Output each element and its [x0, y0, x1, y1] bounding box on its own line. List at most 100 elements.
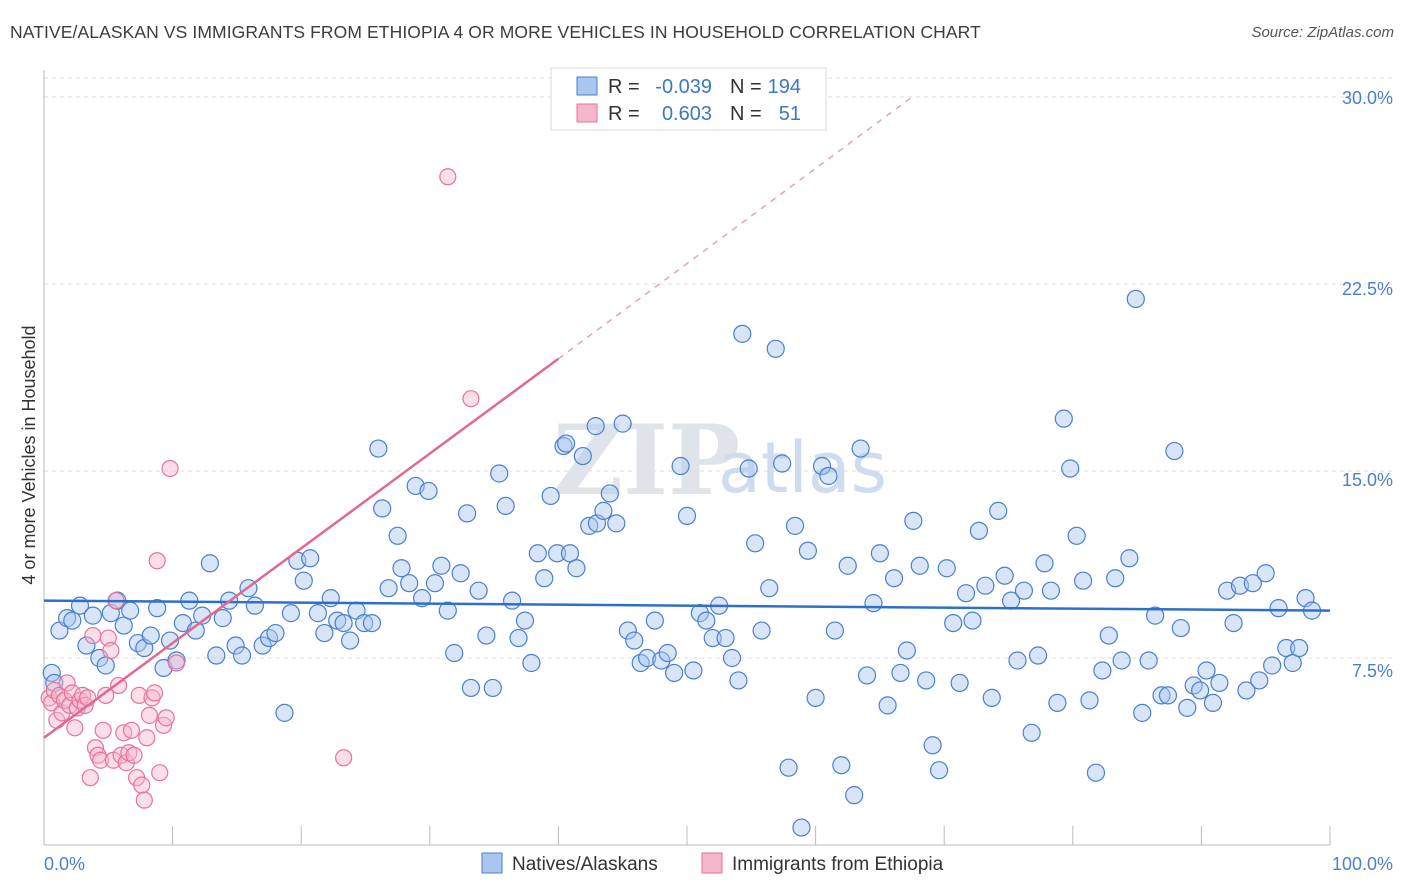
y-axis-tick-labels: 30.0% 22.5% 15.0% 7.5% [1342, 88, 1393, 681]
data-point-natives [766, 339, 785, 358]
data-point-natives [509, 628, 528, 648]
data-point-natives [535, 569, 554, 588]
data-point-natives [1283, 653, 1302, 673]
legend-n-value: 194 [768, 76, 801, 98]
legend-n-label: N = [730, 103, 762, 125]
data-point-natives [1290, 638, 1309, 658]
data-point-natives [904, 511, 923, 530]
data-point-natives [586, 417, 605, 436]
data-point-ethiopia [45, 681, 63, 700]
data-point-natives [522, 653, 541, 673]
data-point-natives [773, 454, 792, 473]
data-point-ethiopia [335, 749, 353, 767]
legend-r-label: R = [608, 76, 640, 98]
data-point-natives [400, 574, 419, 593]
data-point-natives [1112, 651, 1131, 670]
data-point-ethiopia [439, 168, 457, 186]
data-point-natives [334, 613, 353, 633]
data-point-natives [798, 541, 817, 560]
data-point-ethiopia [167, 654, 186, 672]
source-credit: Source: ZipAtlas.com [1251, 24, 1394, 41]
data-point-natives [937, 559, 956, 578]
series-legend-swatch-natives [481, 852, 503, 874]
data-point-natives [373, 499, 392, 518]
data-point-ethiopia [58, 674, 76, 692]
data-point-natives [812, 456, 832, 476]
data-point-natives [1263, 656, 1282, 675]
data-point-natives [884, 569, 904, 588]
data-point-natives [950, 673, 969, 693]
data-point-natives [746, 534, 765, 553]
data-point-ethiopia [145, 684, 164, 702]
data-point-natives [944, 613, 963, 633]
data-point-natives [963, 611, 982, 630]
data-point-natives [923, 736, 942, 755]
data-point-natives [554, 436, 573, 456]
legend-r-label: R = [608, 103, 640, 125]
data-point-natives [1250, 671, 1269, 690]
data-point-natives [594, 501, 613, 520]
legend-n-label: N = [730, 76, 762, 98]
data-point-natives [557, 434, 576, 453]
data-point-natives [1106, 569, 1125, 588]
data-point-natives [989, 501, 1008, 520]
data-point-natives [1277, 638, 1296, 658]
data-point-natives [929, 761, 949, 780]
data-point-natives [729, 671, 748, 690]
data-point-ethiopia [66, 719, 84, 737]
data-point-ethiopia [151, 764, 169, 782]
data-point-natives [857, 666, 877, 685]
data-point-natives [1080, 691, 1099, 710]
data-point-natives [832, 756, 851, 775]
data-point-natives [677, 506, 697, 525]
data-point-natives [567, 559, 586, 578]
data-point-ethiopia [161, 459, 179, 478]
data-point-natives [1035, 554, 1054, 573]
data-point-natives [864, 594, 883, 613]
data-point-natives [779, 758, 798, 777]
data-point-natives [703, 628, 722, 648]
data-point-natives [625, 631, 644, 650]
data-point-natives [1197, 661, 1216, 680]
data-point-ethiopia [148, 552, 166, 570]
data-point-natives [733, 324, 752, 343]
y-tick-label: 22.5% [1342, 279, 1393, 299]
data-point-natives [652, 651, 671, 670]
data-point-natives [600, 484, 619, 503]
series-legend-label-natives: Natives/Alaskans [512, 854, 658, 875]
data-point-natives [716, 628, 735, 648]
data-point-natives [496, 496, 515, 516]
data-point-ethiopia [79, 689, 97, 707]
data-point-natives [1099, 626, 1118, 645]
data-point-natives [851, 439, 870, 458]
data-point-ethiopia [140, 706, 159, 724]
data-point-natives [63, 611, 82, 630]
data-point-natives [607, 514, 626, 533]
data-point-ethiopia [133, 776, 151, 794]
data-point-natives [213, 609, 232, 628]
x-tick-label-max: 100.0% [1332, 854, 1393, 874]
data-point-natives [684, 661, 703, 680]
data-point-natives [1224, 613, 1243, 633]
data-point-natives [1126, 289, 1145, 309]
data-point-natives [275, 703, 294, 722]
data-point-natives [419, 481, 438, 501]
gridlines [44, 77, 1393, 659]
data-point-natives [388, 526, 407, 545]
data-point-ethiopia [84, 626, 102, 645]
y-tick-label: 30.0% [1342, 88, 1393, 108]
legend-r-value: -0.039 [655, 76, 712, 98]
data-point-natives [825, 621, 844, 640]
data-point-natives [1067, 526, 1086, 545]
data-point-natives [355, 613, 374, 633]
data-point-natives [1210, 673, 1229, 693]
series-natives-points [42, 289, 1322, 837]
data-point-natives [477, 626, 496, 645]
data-point-natives [613, 414, 632, 433]
data-point-natives [281, 604, 301, 623]
data-point-natives [392, 559, 411, 578]
data-point-natives [141, 626, 160, 645]
data-point-natives [1146, 606, 1165, 625]
y-tick-label: 15.0% [1342, 470, 1393, 490]
data-point-ethiopia [89, 746, 107, 764]
